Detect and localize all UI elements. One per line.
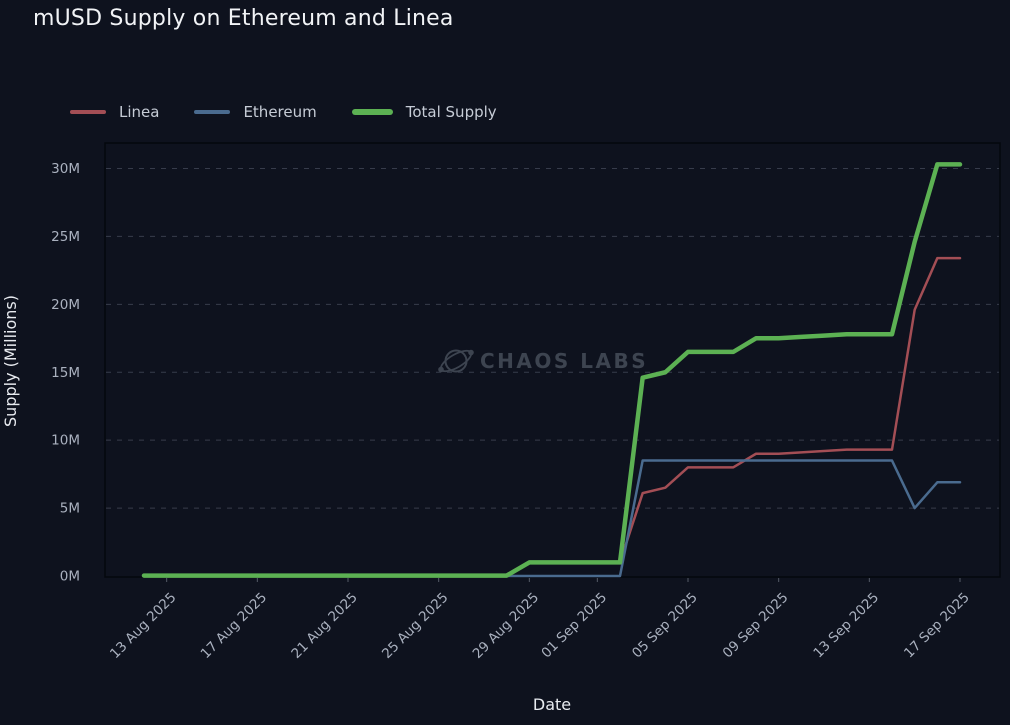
x-tick-label: 09 Sep 2025	[720, 590, 792, 662]
x-axis-title: Date	[533, 695, 571, 714]
y-tick-label: 5M	[60, 501, 80, 517]
x-tick-label: 21 Aug 2025	[288, 590, 360, 662]
x-tick-label: 13 Sep 2025	[810, 590, 882, 662]
legend-item-total-supply[interactable]: Total Supply	[351, 103, 497, 121]
series-line-linea[interactable]	[142, 256, 962, 577]
legend-label-linea: Linea	[119, 103, 160, 121]
x-tick-label: 05 Sep 2025	[629, 590, 701, 662]
x-tick-label: 01 Sep 2025	[538, 590, 610, 662]
y-tick-label: 15M	[51, 365, 80, 381]
logo-node	[468, 349, 474, 356]
legend-label-ethereum: Ethereum	[243, 103, 317, 121]
legend-item-ethereum[interactable]: Ethereum	[194, 103, 317, 121]
legend: Linea Ethereum Total Supply	[70, 103, 497, 121]
y-tick-label: 0M	[60, 569, 80, 585]
x-tick-label: 25 Aug 2025	[379, 590, 451, 662]
x-tick-label: 29 Aug 2025	[470, 590, 542, 662]
x-tick-label: 17 Aug 2025	[198, 590, 270, 662]
page-title: mUSD Supply on Ethereum and Linea	[33, 6, 454, 31]
watermark-text: CHAOS LABS	[480, 349, 648, 373]
legend-swatch-total-supply	[351, 109, 393, 115]
y-tick-label: 20M	[51, 297, 80, 313]
series-line-ethereum[interactable]	[142, 459, 962, 578]
legend-label-total-supply: Total Supply	[405, 103, 497, 121]
chaos-labs-logo-icon	[438, 349, 474, 373]
legend-swatch-ethereum	[194, 110, 231, 114]
series-line-total-supply[interactable]	[141, 162, 963, 578]
legend-item-linea[interactable]: Linea	[70, 103, 159, 121]
x-tick-label: 13 Aug 2025	[107, 590, 179, 662]
legend-swatch-linea	[70, 110, 106, 114]
y-tick-label: 25M	[51, 229, 80, 245]
logo-node	[438, 366, 444, 373]
y-tick-label: 30M	[51, 161, 80, 177]
watermark: CHAOS LABS	[438, 349, 648, 373]
y-axis-title: Supply (Millions)	[1, 295, 20, 427]
y-tick-label: 10M	[51, 433, 80, 449]
x-tick-label: 17 Sep 2025	[901, 590, 973, 662]
